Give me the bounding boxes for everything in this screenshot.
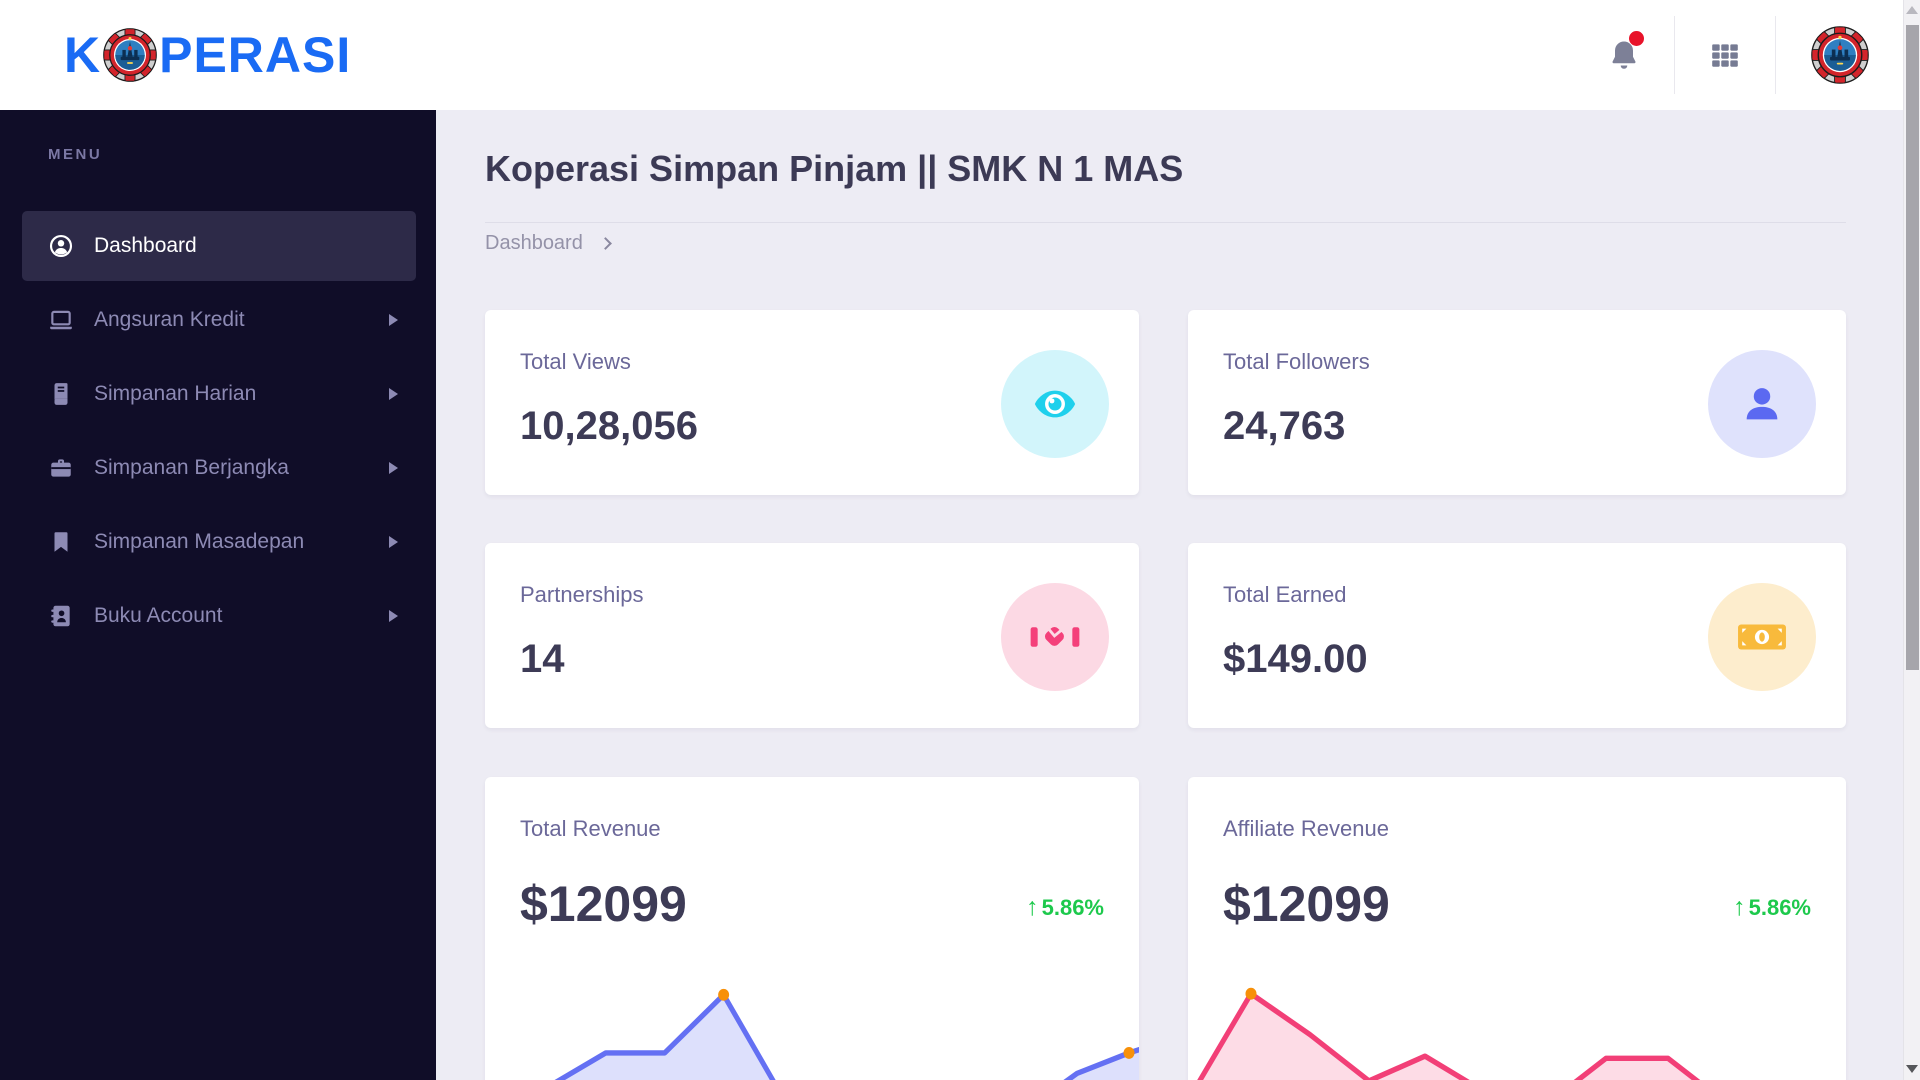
chevron-right-icon [389,536,398,548]
scrollbar-up-arrow-icon[interactable] [1906,6,1918,14]
stat-value: 24,763 [1223,404,1346,448]
bookmark-icon [54,532,68,552]
breadcrumb[interactable]: Dashboard [485,228,612,258]
user-avatar[interactable] [1776,0,1903,110]
header: K PERASI [0,0,1903,110]
breadcrumb-item-dashboard[interactable]: Dashboard [485,231,583,254]
address-book-icon [51,605,70,627]
arrow-up-icon: ↑ [1026,893,1039,921]
chart-card-label: Total Revenue [520,816,661,841]
stat-card-partnerships: Partnerships 14 [485,543,1139,728]
banknote-icon [1738,624,1786,650]
vertical-scrollbar[interactable] [1903,0,1920,1080]
chart-card-label: Affiliate Revenue [1223,816,1389,841]
sidebar: MENU Dashboard Angsuran Kredit [0,110,436,1080]
stat-icon-circle [1001,350,1109,458]
avatar-emblem-icon [1811,26,1869,84]
notifications-button[interactable] [1574,0,1674,110]
sidebar-item-buku-account[interactable]: Buku Account [22,581,416,651]
app-logo[interactable]: K PERASI [64,26,351,84]
stat-card-total-earned: Total Earned $149.00 [1188,543,1846,728]
stat-card-total-followers: Total Followers 24,763 [1188,310,1846,495]
laptop-icon [50,310,72,330]
briefcase-icon [51,459,71,477]
title-divider [485,222,1846,223]
stat-value: $149.00 [1223,637,1368,681]
stat-card-total-views: Total Views 10,28,056 [485,310,1139,495]
logo-text-suffix: PERASI [159,27,352,83]
stat-icon-circle [1708,350,1816,458]
sidebar-item-angsuran-kredit[interactable]: Angsuran Kredit [22,285,416,355]
stat-label: Partnerships [520,582,644,607]
bell-icon [1612,41,1636,69]
chart-card-delta: ↑ 5.86% [1026,893,1104,922]
eye-icon [1034,390,1076,418]
stat-icon-circle [1708,583,1816,691]
sidebar-item-dashboard[interactable]: Dashboard [22,211,416,281]
stat-icon-circle [1001,583,1109,691]
sidebar-item-label: Angsuran Kredit [94,308,245,331]
sidebar-nav: Dashboard Angsuran Kredit Simpanan Haria… [0,211,436,651]
delta-percent: 5.86% [1748,894,1811,920]
total-revenue-area-chart [485,970,1139,1080]
user-icon [1746,388,1778,420]
sidebar-item-label: Dashboard [94,234,197,257]
stat-value: 14 [520,637,565,681]
header-divider [1775,16,1776,94]
scrollbar-thumb[interactable] [1906,25,1919,670]
header-divider [1674,16,1675,94]
delta-percent: 5.86% [1041,894,1104,920]
sidebar-item-label: Simpanan Masadepan [94,530,305,553]
chart-card-affiliate-revenue: Affiliate Revenue $12099 ↑ 5.86% [1188,777,1846,1080]
stat-label: Total Views [520,349,631,374]
chevron-right-icon [389,462,398,474]
page-title: Koperasi Simpan Pinjam || SMK N 1 MAS [485,148,1184,189]
chart-card-delta: ↑ 5.86% [1733,893,1811,922]
chart-card-value: $12099 [1223,876,1390,932]
chevron-right-icon [389,610,398,622]
sidebar-item-simpanan-harian[interactable]: Simpanan Harian [22,359,416,429]
handshake-icon [1030,626,1080,647]
main-content: Koperasi Simpan Pinjam || SMK N 1 MAS Da… [436,110,1903,1080]
apps-grid-button[interactable] [1675,0,1775,110]
arrow-up-icon: ↑ [1733,893,1746,921]
apps-grid-icon [1712,44,1738,67]
stat-value: 10,28,056 [520,404,698,448]
notification-badge [1629,31,1644,46]
affiliate-revenue-area-chart [1188,970,1846,1080]
chevron-right-icon [598,237,612,250]
sidebar-item-label: Simpanan Berjangka [94,456,289,479]
header-actions [1574,0,1903,110]
sidebar-item-label: Buku Account [94,604,223,627]
chart-card-value: $12099 [520,876,687,932]
sidebar-item-label: Simpanan Harian [94,382,257,405]
sidebar-item-simpanan-masadepan[interactable]: Simpanan Masadepan [22,507,416,577]
user-circle-icon [49,234,73,258]
chart-card-total-revenue: Total Revenue $12099 ↑ 5.86% [485,777,1139,1080]
chevron-right-icon [389,388,398,400]
stat-label: Total Earned [1223,582,1347,607]
stat-label: Total Followers [1223,349,1370,374]
scrollbar-down-arrow-icon[interactable] [1906,1065,1918,1073]
book-icon [54,383,68,405]
menu-section-label: MENU [48,146,103,163]
logo-text-prefix: K [64,27,102,83]
logo-emblem-icon [103,28,157,82]
chevron-right-icon [389,314,398,326]
sidebar-item-simpanan-berjangka[interactable]: Simpanan Berjangka [22,433,416,503]
